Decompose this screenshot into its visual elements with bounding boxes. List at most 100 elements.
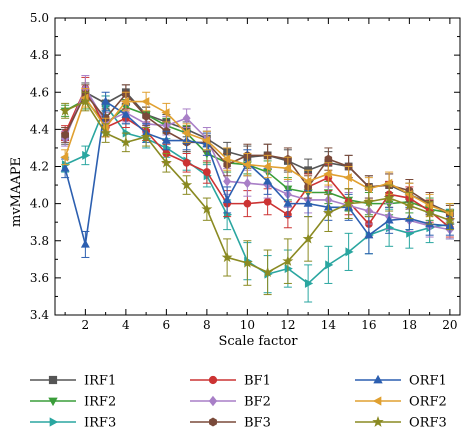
- legend-item-orf3: ORF3: [355, 416, 447, 431]
- legend-marker: [208, 395, 218, 407]
- data-point: [284, 264, 293, 274]
- data-point: [121, 109, 131, 118]
- data-point: [101, 96, 111, 105]
- data-point: [303, 176, 312, 186]
- y-tick-label: 4.4: [30, 122, 49, 136]
- data-point: [181, 128, 190, 138]
- data-point: [384, 215, 394, 224]
- y-tick-label: 3.4: [30, 308, 49, 322]
- legend-item-orf1: ORF1: [355, 374, 447, 389]
- data-point: [201, 203, 213, 214]
- legend-label: IRF1: [84, 374, 116, 389]
- data-point: [142, 112, 150, 121]
- legend-label: ORF1: [409, 374, 447, 389]
- plot-area: [59, 75, 456, 303]
- x-tick-label: 6: [163, 318, 171, 332]
- data-point: [221, 251, 233, 263]
- data-point: [161, 135, 171, 144]
- data-point: [263, 176, 273, 185]
- plot-frame: [54, 17, 461, 316]
- series-orf1: [60, 91, 455, 258]
- legend-item-orf2: ORF2: [355, 395, 447, 410]
- series-irf1: [61, 82, 454, 223]
- x-tick-label: 18: [402, 318, 417, 332]
- data-point: [242, 160, 251, 170]
- data-point: [79, 95, 91, 107]
- data-point: [243, 178, 252, 189]
- x-tick-label: 14: [321, 318, 337, 332]
- data-point: [282, 163, 292, 173]
- y-tick-label: 4.6: [30, 85, 49, 99]
- data-point: [322, 207, 334, 218]
- data-point: [202, 168, 211, 176]
- y-tick-label: 4.0: [30, 197, 49, 211]
- legend-marker: [373, 374, 383, 384]
- data-point: [120, 97, 130, 106]
- legend-label: IRF3: [84, 416, 116, 431]
- data-point: [282, 255, 294, 266]
- data-point: [364, 230, 374, 239]
- data-point: [323, 169, 332, 179]
- data-point: [182, 113, 191, 124]
- data-point: [61, 130, 69, 140]
- x-tick-label: 10: [240, 318, 255, 332]
- data-point: [120, 136, 132, 148]
- legend-label: BF3: [244, 416, 271, 431]
- data-point: [424, 207, 436, 218]
- data-point: [283, 198, 293, 207]
- data-point: [345, 247, 354, 257]
- data-point: [80, 239, 90, 248]
- legend-item-irf3: IRF3: [30, 416, 116, 431]
- y-tick-label: 4.2: [30, 160, 49, 174]
- legend-item-irf2: IRF2: [30, 395, 116, 410]
- axes: 2 4 6 8 10 12 14 16 18 20 3.4 3.6 3.8 4.0 4.2 4.4 4.6 4.8…: [30, 11, 461, 332]
- data-point: [100, 127, 112, 138]
- legend-item-bf2: BF2: [190, 395, 271, 410]
- series-line: [64, 87, 451, 231]
- series-irf3: [61, 95, 455, 303]
- data-point: [385, 223, 395, 233]
- legend-marker: [372, 415, 384, 427]
- x-tick-label: 2: [82, 318, 90, 332]
- data-point: [406, 228, 415, 238]
- x-tick-label: 4: [122, 318, 130, 332]
- data-point: [60, 152, 69, 162]
- data-point: [160, 157, 172, 168]
- y-axis-title: mvMAAPE: [9, 157, 24, 227]
- data-point: [444, 214, 456, 225]
- data-point: [325, 260, 334, 270]
- data-point: [241, 257, 253, 268]
- x-tick-label: 8: [203, 318, 211, 332]
- y-tick-label: 3.8: [30, 234, 49, 248]
- data-point: [141, 97, 150, 106]
- x-tick-label: 12: [280, 318, 295, 332]
- data-point: [263, 197, 272, 206]
- legend-label: BF1: [244, 374, 271, 389]
- data-point: [262, 162, 271, 171]
- data-point: [262, 266, 274, 277]
- data-point: [222, 154, 231, 164]
- legend-marker: [48, 375, 58, 385]
- legend-marker: [209, 417, 217, 427]
- data-point: [303, 198, 313, 207]
- legend-marker: [208, 375, 218, 385]
- data-point: [182, 158, 191, 167]
- data-point: [161, 108, 170, 118]
- legend-label: ORF2: [409, 395, 447, 410]
- y-tick-label: 4.8: [30, 48, 49, 62]
- legend-marker: [48, 397, 58, 407]
- legend-item-bf1: BF1: [190, 374, 271, 389]
- data-point: [243, 199, 252, 208]
- legend-label: BF2: [244, 395, 271, 410]
- data-point: [424, 201, 433, 210]
- x-tick-label: 16: [361, 318, 376, 332]
- legend-label: ORF3: [409, 416, 447, 431]
- data-point: [140, 131, 152, 142]
- data-point: [304, 278, 314, 288]
- y-tick-label: 5.0: [30, 11, 49, 25]
- data-point: [222, 194, 232, 204]
- series-line: [64, 97, 451, 214]
- data-point: [403, 199, 415, 211]
